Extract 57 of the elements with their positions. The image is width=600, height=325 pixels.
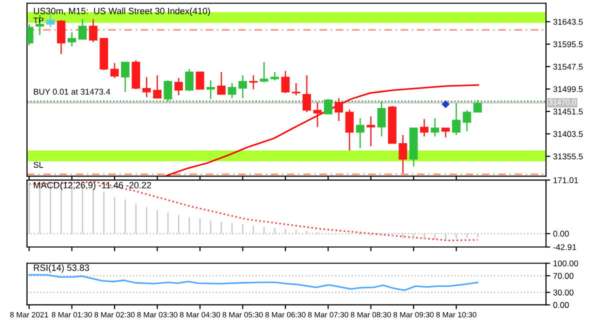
candlestick bbox=[398, 134, 408, 174]
candlestick bbox=[366, 116, 376, 147]
ref-line-label: SL bbox=[34, 162, 44, 168]
candlestick bbox=[206, 80, 215, 100]
y-tick-label: 100.00 bbox=[554, 260, 578, 266]
candlestick bbox=[121, 62, 130, 93]
y-tick-label: 31547.5 bbox=[553, 64, 583, 70]
candlestick bbox=[430, 118, 440, 138]
candlestick bbox=[153, 74, 162, 99]
candlestick bbox=[185, 68, 194, 92]
y-tick-label: 31595.5 bbox=[553, 41, 583, 48]
candlestick bbox=[68, 32, 76, 47]
candlestick bbox=[334, 97, 344, 122]
candlestick bbox=[56, 19, 66, 55]
candlestick bbox=[441, 127, 450, 138]
line-series bbox=[28, 274, 478, 292]
chart-title: RSI(14) 53.83 bbox=[34, 264, 90, 273]
ref-line-label: TP bbox=[33, 18, 44, 24]
ref-line-label: BUY 0.01 at 31473.4 bbox=[34, 88, 110, 95]
candlestick bbox=[238, 74, 247, 99]
candlestick bbox=[249, 74, 258, 90]
candlestick bbox=[110, 62, 119, 79]
candlestick bbox=[302, 74, 311, 113]
line-series bbox=[28, 181, 478, 242]
y-tick-label: 70.00 bbox=[553, 272, 574, 279]
candlestick bbox=[89, 18, 98, 43]
candlestick bbox=[142, 76, 151, 98]
y-tick-label: 31355.5 bbox=[553, 153, 583, 160]
y-tick-label: 31403.5 bbox=[553, 131, 583, 137]
candlestick bbox=[78, 18, 87, 40]
candlestick bbox=[292, 82, 300, 96]
candlestick bbox=[36, 14, 44, 36]
candlestick bbox=[281, 70, 290, 94]
candlestick bbox=[420, 118, 428, 138]
candlestick bbox=[473, 99, 482, 113]
y-tick-label: -42.91 bbox=[553, 244, 576, 250]
y-tick-label: 30.00 bbox=[553, 290, 574, 296]
y-tick-label: 31643.5 bbox=[553, 18, 583, 25]
candlestick bbox=[324, 98, 332, 115]
candlestick bbox=[164, 80, 172, 102]
candlestick bbox=[174, 77, 183, 96]
candlestick bbox=[260, 62, 268, 83]
y-tick-label: 171.01 bbox=[554, 177, 578, 184]
candlestick bbox=[345, 108, 354, 152]
y-tick-label: 0.00 bbox=[553, 230, 569, 237]
candlestick bbox=[313, 102, 322, 128]
candlestick bbox=[356, 118, 364, 149]
line-series bbox=[164, 84, 480, 176]
candlestick bbox=[228, 82, 236, 99]
candlestick bbox=[217, 71, 226, 95]
candlestick bbox=[196, 72, 204, 90]
candlestick bbox=[462, 110, 472, 132]
candlestick bbox=[452, 102, 460, 136]
y-tick-label: 31451.5 bbox=[553, 108, 583, 115]
y-tick-label: 31499.5 bbox=[553, 86, 583, 92]
candlestick bbox=[377, 100, 386, 138]
y-tick-label: 0.00 bbox=[553, 302, 569, 308]
